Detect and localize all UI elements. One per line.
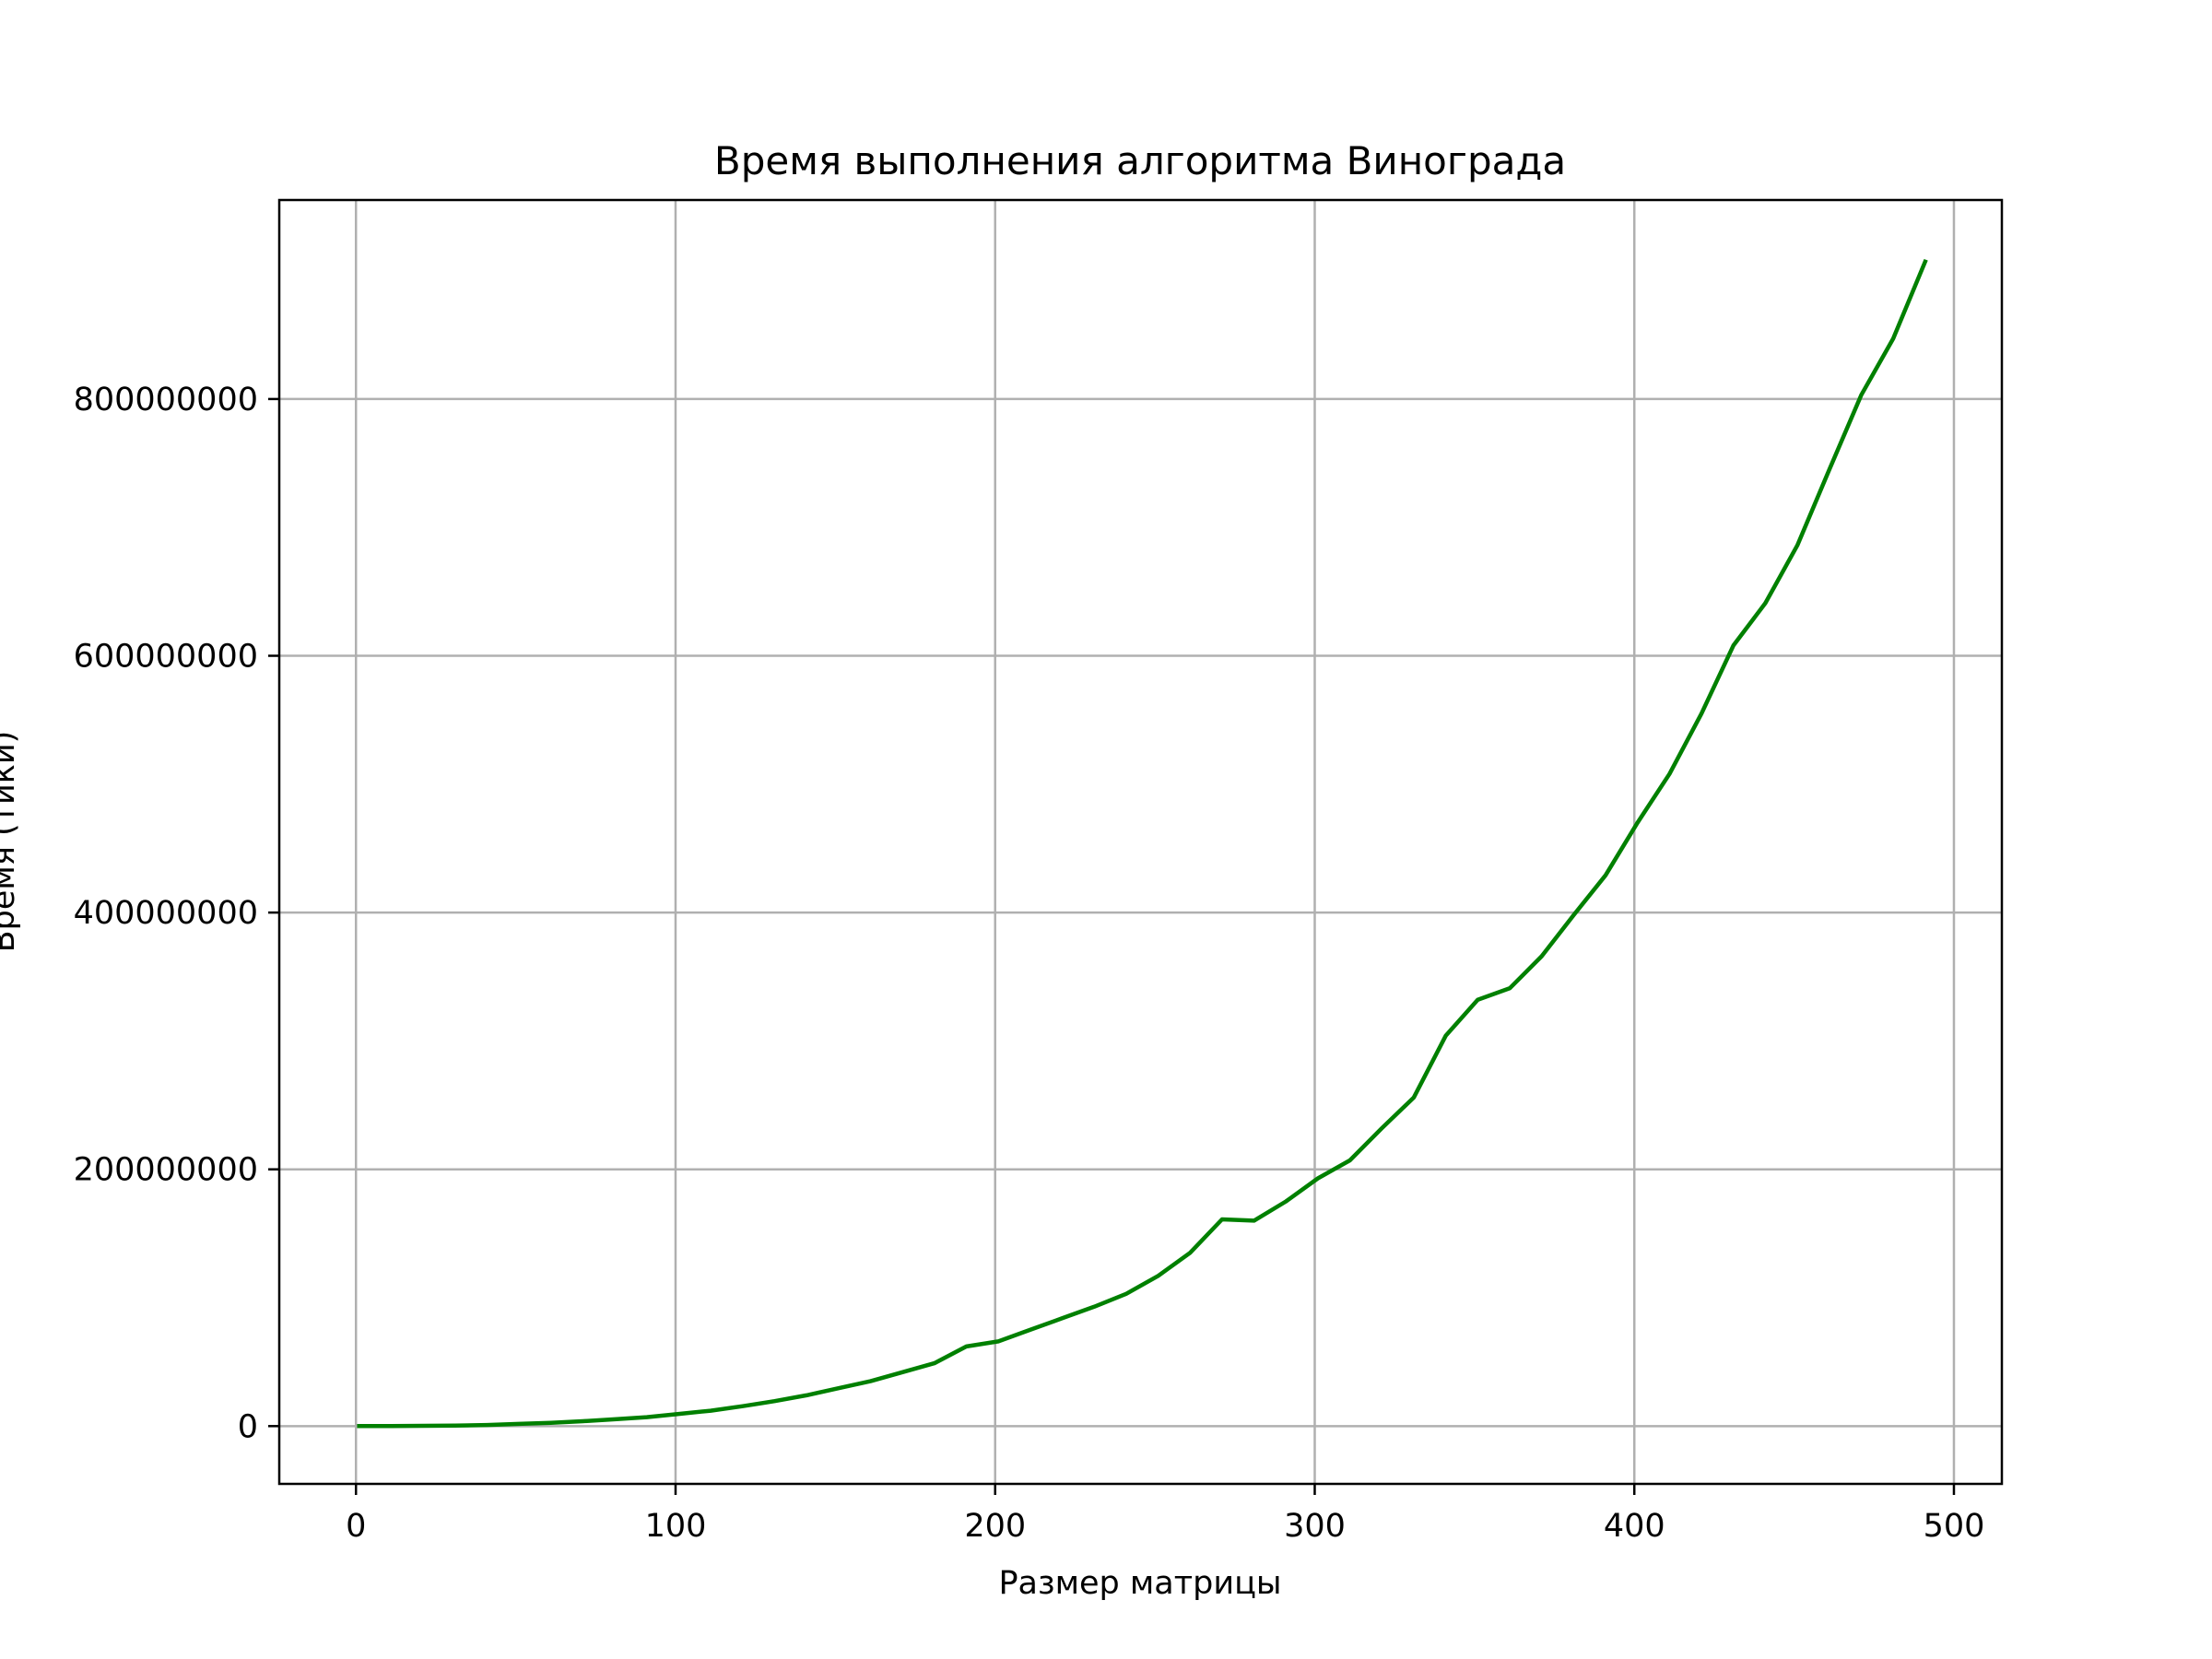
x-tick-label: 200 [964, 1508, 1026, 1545]
chart-title: Время выполнения алгоритма Винограда [714, 138, 1566, 183]
x-axis-label: Размер матрицы [998, 1565, 1281, 1602]
grid [279, 200, 2002, 1484]
y-tick-label: 200000000 [74, 1152, 258, 1189]
plot-frame [277, 198, 2004, 1486]
x-tick-label: 300 [1284, 1508, 1346, 1545]
tick-labels: 0 100 200 300 400 500 0 200000000 400000000 60000… [74, 382, 1985, 1545]
ticks [268, 397, 1956, 1495]
x-tick-label: 100 [645, 1508, 707, 1545]
y-tick-label: 600000000 [74, 639, 258, 676]
x-tick-label: 0 [346, 1508, 366, 1545]
y-axis-label: Время (тики) [0, 731, 22, 953]
series-line [357, 258, 1928, 1429]
y-tick-label: 400000000 [74, 895, 258, 932]
y-tick-label: 0 [238, 1408, 258, 1445]
x-tick-label: 400 [1604, 1508, 1665, 1545]
x-tick-label: 500 [1924, 1508, 1985, 1545]
y-tick-label: 800000000 [74, 382, 258, 418]
series-layer [357, 258, 1928, 1429]
